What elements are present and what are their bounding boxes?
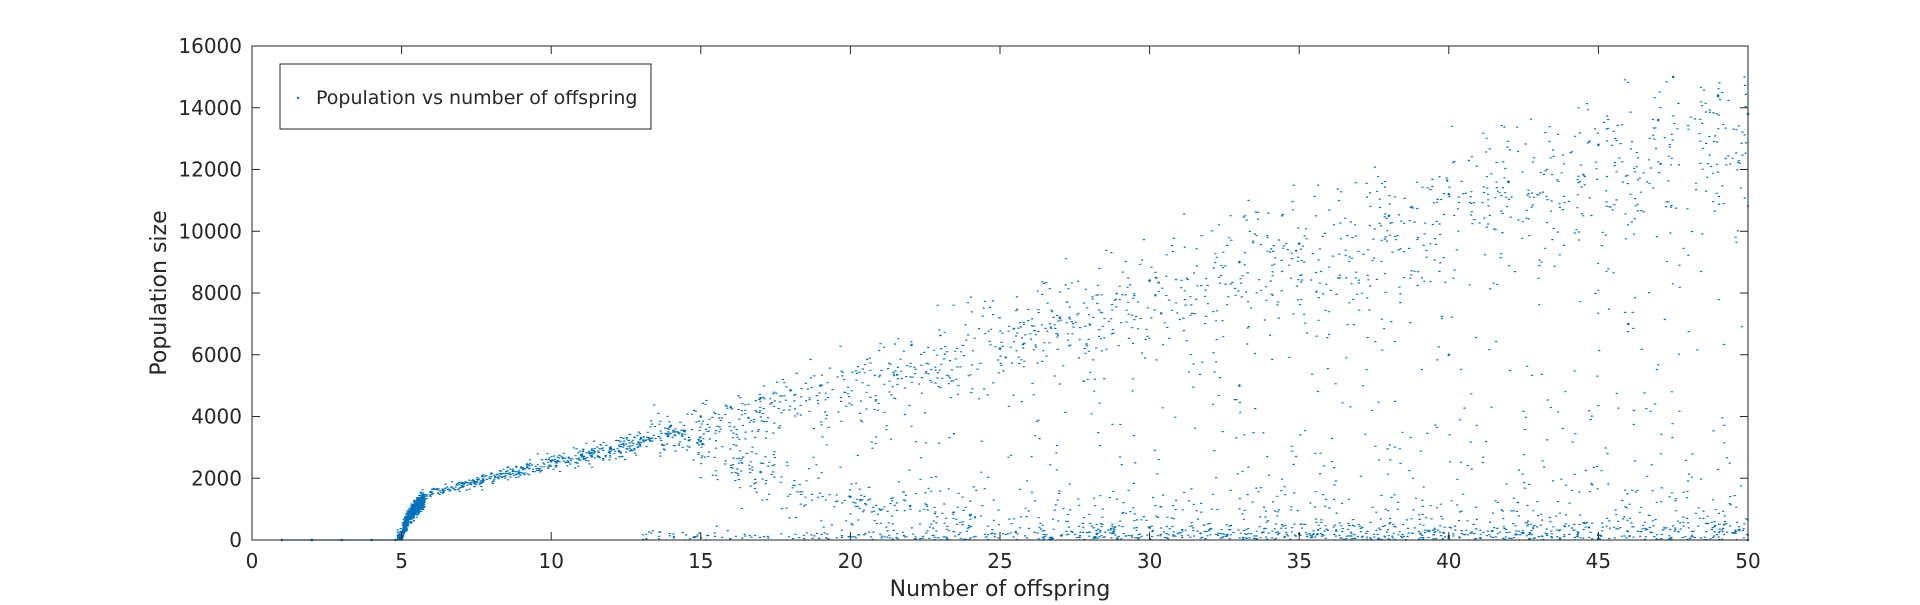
data-point [1627,322,1630,326]
data-point [430,490,433,494]
data-point [699,439,703,443]
legend-entry: Population vs number of offspring [316,87,637,109]
data-point [579,453,583,457]
x-tick-label: 10 [538,549,563,573]
data-point [460,481,463,485]
data-point [418,498,421,502]
legend-box [279,63,652,130]
data-point [849,495,852,499]
data-point [908,504,912,508]
y-axis-label: Population size [147,210,172,375]
data-point [639,436,643,440]
data-point [1671,75,1675,79]
data-point [1238,384,1241,387]
legend: Population vs number of offspring [279,63,652,130]
data-point [699,415,703,418]
data-point [669,424,673,428]
y-tick-label: 14000 [178,96,242,120]
y-tick-label: 16000 [178,34,242,58]
y-tick-label: 12000 [178,158,242,182]
x-tick-label: 0 [246,549,259,573]
data-point [1447,353,1451,357]
data-point [968,514,972,517]
data-point [819,384,822,387]
data-point [759,396,762,400]
data-point [409,510,412,514]
legend-marker [296,96,300,100]
data-point [998,347,1002,350]
x-axis-label: Number of offspring [890,577,1111,602]
y-tick-label: 4000 [191,405,242,429]
x-tick-label: 5 [395,549,408,573]
x-tick-labels: 0 5 10 15 20 25 30 35 40 45 50 [246,549,1761,573]
data-point [609,447,613,451]
x-tick-label: 15 [688,549,713,573]
data-point [490,472,493,475]
y-tick-label: 6000 [191,343,242,367]
x-tick-label: 35 [1286,549,1311,573]
data-point [1716,94,1720,97]
y-tick-label: 0 [229,528,242,552]
data-point [729,405,732,409]
data-point [789,389,792,392]
x-tick-label: 50 [1735,549,1760,573]
x-tick-label: 25 [987,549,1012,573]
axes-box [251,45,1749,541]
x-tick-label: 30 [1137,549,1162,573]
data-point [549,460,553,463]
x-tick-label: 45 [1586,549,1611,573]
y-tick-label: 8000 [191,281,242,305]
data-point [1058,316,1062,320]
x-tick-label: 20 [838,549,863,573]
data-point [1148,526,1151,529]
data-point [520,466,523,469]
y-tick-labels: 0 2000 4000 6000 8000 10000 12000 14000 16000 [178,34,242,552]
y-tick-label: 10000 [178,219,242,243]
data-point [1447,192,1451,196]
data-point [1507,180,1510,184]
data-point [759,470,762,474]
data-point [1387,214,1391,218]
data-point [1238,260,1241,264]
data-point [1656,118,1660,122]
data-point [1597,143,1600,147]
y-tick-label: 2000 [191,466,242,490]
data-point [1148,279,1151,282]
data-point [403,529,406,532]
x-tick-label: 40 [1436,549,1461,573]
data-point [1297,242,1301,245]
